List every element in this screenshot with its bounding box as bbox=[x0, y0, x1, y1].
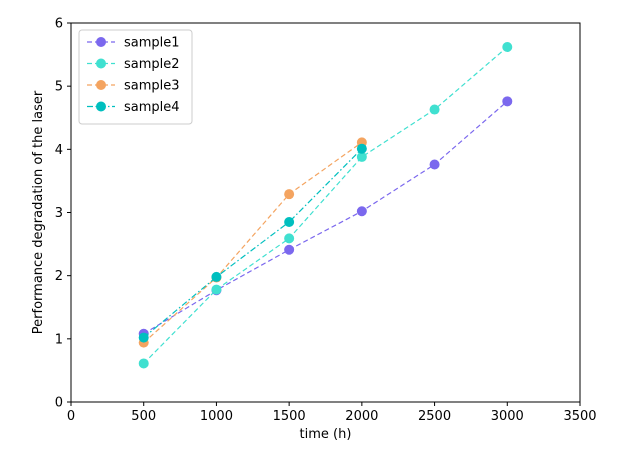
legend-item-sample1: sample1 bbox=[87, 36, 180, 51]
data-point-sample4 bbox=[356, 143, 367, 154]
legend: sample1 sample2 sample3 sample4 bbox=[78, 29, 193, 125]
y-tick-label: 3 bbox=[55, 206, 63, 221]
series-line-sample3 bbox=[143, 141, 363, 344]
data-point-sample2 bbox=[284, 233, 295, 244]
legend-marker bbox=[96, 101, 106, 112]
series-layer bbox=[138, 42, 513, 369]
legend-marker bbox=[96, 37, 106, 47]
x-tick-label: 1000 bbox=[200, 409, 233, 424]
x-tick-label: 2000 bbox=[345, 409, 378, 424]
series-sample2 bbox=[138, 42, 513, 369]
data-point-sample3 bbox=[284, 189, 295, 200]
x-axis-label: time (h) bbox=[300, 427, 352, 442]
data-point-sample2 bbox=[429, 104, 440, 115]
data-point-sample2 bbox=[211, 284, 222, 295]
legend-item-sample3: sample3 bbox=[87, 79, 180, 94]
x-tick-label: 2500 bbox=[418, 409, 451, 424]
data-point-sample4 bbox=[211, 271, 222, 282]
series-line-sample1 bbox=[143, 100, 508, 335]
x-tick-label: 3500 bbox=[563, 409, 596, 424]
data-point-sample1 bbox=[502, 96, 513, 107]
data-point-sample4 bbox=[284, 216, 295, 227]
y-tick-label: 5 bbox=[55, 80, 63, 95]
legend-item-sample2: sample2 bbox=[87, 57, 180, 72]
legend-label: sample2 bbox=[124, 57, 180, 72]
data-point-sample2 bbox=[138, 358, 149, 369]
series-line-sample4 bbox=[143, 148, 363, 339]
y-tick-label: 0 bbox=[55, 396, 63, 411]
data-point-sample4 bbox=[138, 332, 149, 343]
legend-label: sample1 bbox=[124, 36, 180, 51]
x-tick-label: 0 bbox=[67, 409, 75, 424]
series-sample1 bbox=[138, 96, 513, 339]
y-axis-label: Performance degradation of the laser bbox=[31, 90, 46, 334]
y-tick-label: 1 bbox=[55, 332, 63, 347]
series-sample4 bbox=[138, 143, 367, 343]
x-tick-label: 3000 bbox=[491, 409, 524, 424]
legend-box bbox=[78, 29, 193, 125]
legend-label: sample4 bbox=[124, 100, 180, 115]
legend-item-sample4: sample4 bbox=[87, 100, 180, 115]
y-tick-label: 2 bbox=[55, 269, 63, 284]
x-tick-label: 1500 bbox=[273, 409, 306, 424]
legend-marker bbox=[96, 80, 106, 90]
y-axis-ticks: 0 1 2 3 4 5 6 bbox=[55, 17, 71, 411]
data-point-sample1 bbox=[284, 244, 295, 255]
y-tick-label: 6 bbox=[55, 17, 63, 32]
x-tick-label: 500 bbox=[131, 409, 156, 424]
x-axis-ticks: 0 500 1000 1500 2000 2500 3000 3500 bbox=[67, 402, 597, 424]
data-point-sample1 bbox=[356, 206, 367, 217]
data-point-sample2 bbox=[502, 42, 513, 53]
data-point-sample1 bbox=[429, 159, 440, 170]
y-tick-label: 4 bbox=[55, 143, 63, 158]
data-point-sample2 bbox=[356, 151, 367, 162]
legend-label: sample3 bbox=[124, 79, 180, 94]
series-line-sample2 bbox=[143, 46, 508, 364]
legend-marker bbox=[96, 58, 106, 69]
